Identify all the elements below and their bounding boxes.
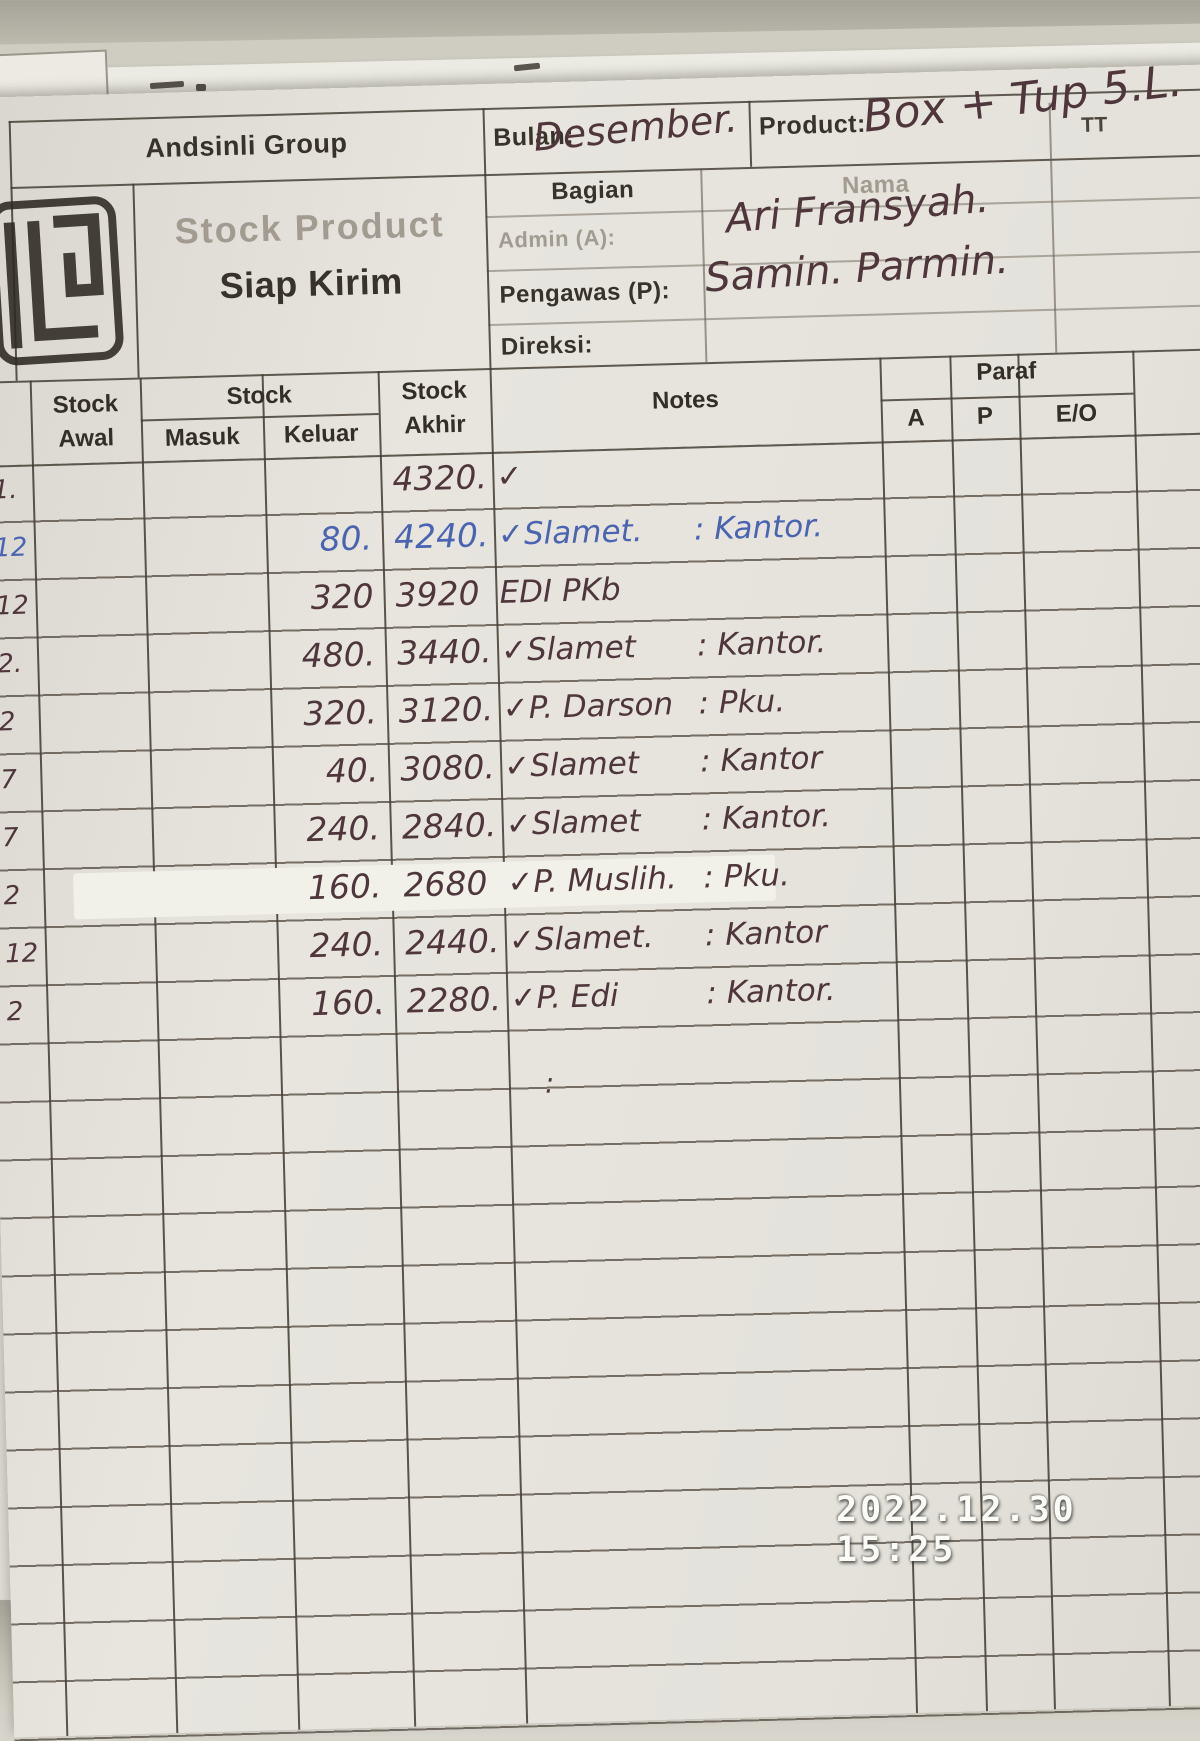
col-header-stock-awal: Stock	[52, 390, 119, 419]
row-note-name: ✓Slamet	[505, 803, 641, 843]
company-stamp-logo	[0, 196, 124, 366]
row-day: 7	[0, 764, 18, 796]
tt-label: TT	[1080, 113, 1109, 137]
col-header-notes: Notes	[651, 385, 720, 415]
row-note-place: : Kantor	[699, 740, 823, 780]
col-header-stock-akhir: Akhir	[403, 410, 467, 440]
row-day: 7	[1, 822, 19, 854]
row-stock-akhir: 2840.	[401, 805, 497, 847]
row-note-name: EDI PKb	[499, 571, 622, 611]
row-note-name: ✓Slamet	[500, 629, 637, 669]
row-note-place: : Kantor.	[693, 508, 824, 548]
row-day: 2	[3, 880, 21, 912]
row-stock-akhir: 2280.	[406, 978, 502, 1021]
paper-form: Andsinli Group Stock Product Siap Kirim …	[0, 55, 1200, 1741]
bagian-label: Bagian	[550, 176, 635, 206]
row-note-name: ✓Slamet	[503, 745, 640, 785]
row-note-place: : Pku.	[702, 857, 791, 896]
stray-mark: .	[376, 995, 385, 1021]
company-name: Andsinli Group	[145, 127, 348, 164]
row-day: 12	[0, 532, 28, 564]
grid-line-v	[748, 100, 753, 167]
row-stock-keluar	[258, 451, 370, 454]
row-stock-akhir: 2440.	[404, 920, 500, 963]
row-note-name: ✓P. Darson	[502, 686, 674, 727]
pengawas-value-handwritten: Samin. Parmin.	[703, 236, 1011, 302]
row-stock-keluar: 240.	[309, 924, 384, 966]
col-header-stock-group: Stock	[226, 381, 293, 411]
row-note-name: ✓P. Edi	[510, 977, 620, 1017]
product-label: Product:	[758, 109, 867, 141]
row-stock-keluar: 40.	[325, 750, 379, 791]
row-note-place: : Pku.	[698, 683, 786, 722]
row-stock-keluar: 320	[310, 576, 375, 617]
col-header-paraf: Paraf	[975, 357, 1037, 386]
row-stock-keluar: 80.	[319, 518, 373, 559]
row-note-place: : Kantor.	[706, 971, 836, 1012]
col-header-paraf-a: A	[906, 404, 926, 432]
row-day: 1.	[0, 474, 18, 506]
row-stock-keluar: 240.	[305, 808, 381, 850]
admin-label: Admin (A):	[497, 224, 616, 253]
row-day: 2.	[0, 648, 23, 680]
row-note-place: : Kantor	[704, 914, 828, 954]
debris-mark	[196, 84, 206, 91]
col-header-paraf-p: P	[976, 402, 994, 430]
row-note-name: ✓Slamet.	[497, 512, 643, 553]
row-stock-akhir: 4240.	[393, 515, 490, 557]
row-stock-akhir: 3120.	[398, 689, 494, 731]
row-day: 12	[0, 590, 30, 622]
stray-mark: .	[514, 983, 522, 1009]
row-stock-akhir: 4320.	[391, 457, 488, 499]
row-day: 2	[0, 707, 16, 738]
row-stock-keluar: 160.	[307, 866, 382, 908]
row-stock-akhir: 2680	[402, 863, 488, 905]
col-header-stock-awal: Awal	[58, 424, 115, 453]
form-title-line2: Siap Kirim	[219, 260, 404, 307]
row-note-name: ✓	[495, 458, 523, 495]
grid-line-v	[1048, 102, 1058, 353]
row-note-name: ✓Slamet.	[508, 918, 654, 959]
row-stock-akhir: 3440.	[396, 631, 493, 673]
col-header-stock-akhir: Stock	[401, 376, 468, 406]
row-stock-akhir: 3920	[395, 573, 481, 615]
stray-mark: :	[544, 1066, 555, 1100]
row-stock-keluar: 320.	[302, 692, 378, 734]
col-header-keluar: Keluar	[283, 419, 359, 449]
col-header-masuk: Masuk	[164, 422, 240, 452]
row-note-place: : Kantor.	[696, 624, 827, 664]
row-stock-keluar: 480.	[301, 634, 376, 676]
col-header-paraf-eo: E/O	[1055, 399, 1098, 428]
direksi-label: Direksi:	[500, 331, 594, 361]
form-title-line1: Stock Product	[174, 203, 446, 252]
row-note-name: ✓P. Muslih.	[506, 860, 678, 901]
row-stock-keluar: 160.	[310, 982, 386, 1024]
pengawas-label: Pengawas (P):	[499, 277, 671, 309]
camera-timestamp: 2022.12.30 15:25	[836, 1490, 1077, 1570]
row-note-place: : Kantor.	[701, 797, 832, 838]
row-day: 2	[6, 996, 24, 1028]
row-day: 12	[4, 938, 39, 970]
row-stock-akhir: 3080.	[399, 747, 496, 789]
